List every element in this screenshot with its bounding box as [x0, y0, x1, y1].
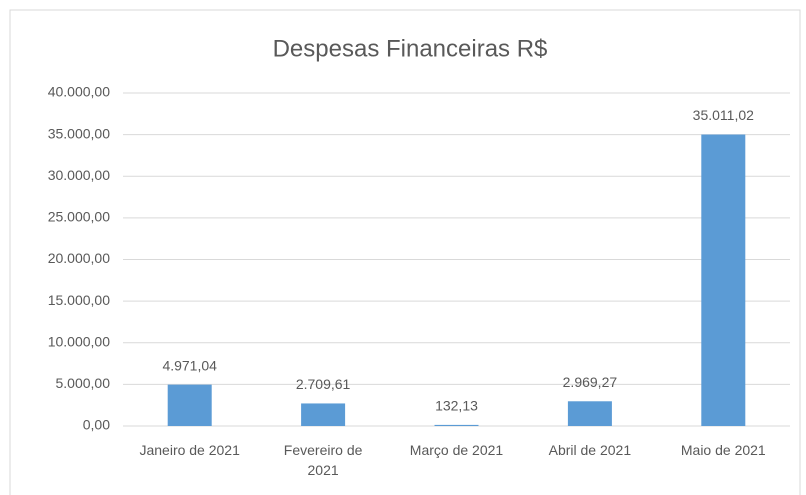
- bar: [167, 384, 212, 426]
- data-label: 4.971,04: [162, 357, 217, 373]
- y-tick-label: 5.000,00: [56, 375, 111, 391]
- x-tick-label: Maio de 2021: [680, 442, 766, 458]
- y-tick-label: 10.000,00: [48, 333, 110, 349]
- x-tick-label: Janeiro de 2021: [139, 442, 240, 458]
- data-label: 2.709,61: [296, 376, 351, 392]
- bar: [301, 403, 346, 426]
- y-tick-label: 20.000,00: [48, 250, 110, 266]
- y-tick-label: 0,00: [83, 417, 110, 433]
- y-tick-label: 15.000,00: [48, 292, 110, 308]
- chart-title: Despesas Financeiras R$: [273, 35, 548, 62]
- x-tick-label: Março de 2021: [409, 442, 504, 458]
- bar: [567, 401, 612, 426]
- data-label: 2.969,27: [563, 374, 618, 390]
- y-tick-label: 25.000,00: [48, 209, 110, 225]
- chart-frame: [9, 9, 801, 495]
- x-tick-label: Abril de 2021: [548, 442, 632, 458]
- y-tick-label: 30.000,00: [48, 167, 110, 183]
- data-label: 132,13: [435, 398, 478, 414]
- y-tick-label: 35.000,00: [48, 125, 110, 141]
- y-tick-label: 40.000,00: [48, 84, 110, 100]
- x-tick-label: Fevereiro de 2021: [283, 442, 363, 478]
- bar: [701, 134, 746, 426]
- data-label: 35.011,02: [693, 107, 754, 123]
- bar: [434, 424, 479, 426]
